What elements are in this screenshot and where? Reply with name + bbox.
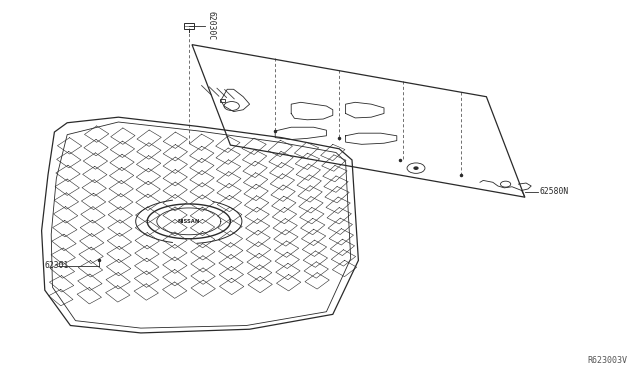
Bar: [184, 23, 194, 29]
Text: NISSAN: NISSAN: [178, 219, 200, 224]
Bar: [220, 99, 225, 102]
Text: R623003V: R623003V: [588, 356, 627, 365]
Text: 62030C: 62030C: [207, 12, 216, 41]
Circle shape: [414, 167, 418, 169]
Text: 62580N: 62580N: [540, 187, 569, 196]
Text: 62301: 62301: [45, 262, 69, 270]
